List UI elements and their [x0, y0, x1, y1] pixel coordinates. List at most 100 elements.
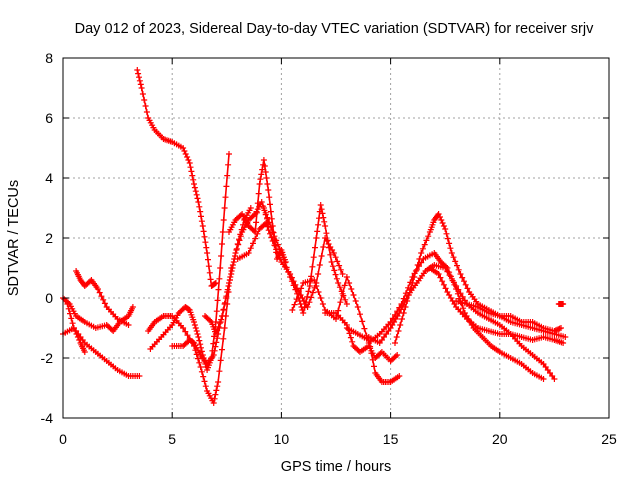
- series-sat-T: [453, 298, 569, 340]
- data-point: [394, 308, 401, 315]
- data-point: [194, 331, 201, 337]
- data-point: [134, 67, 141, 73]
- data-point: [260, 157, 267, 163]
- series-sat-F: [147, 151, 232, 373]
- data-point: [395, 328, 402, 334]
- data-point: [236, 237, 243, 244]
- data-point: [219, 313, 226, 319]
- data-point: [402, 304, 409, 310]
- data-point: [186, 160, 193, 166]
- data-point: [313, 235, 320, 241]
- data-point: [305, 288, 312, 295]
- data-point: [197, 364, 204, 370]
- data-point: [551, 376, 558, 382]
- data-point: [227, 274, 234, 280]
- data-point: [444, 235, 451, 242]
- x-tick-label: 15: [383, 431, 399, 447]
- data-point: [421, 241, 428, 248]
- data-point: [456, 295, 463, 302]
- data-point: [341, 282, 348, 289]
- data-point: [460, 305, 467, 312]
- data-point: [245, 250, 252, 256]
- data-point: [278, 250, 285, 256]
- data-point: [67, 310, 73, 317]
- data-point: [219, 229, 226, 235]
- data-point: [287, 274, 294, 280]
- data-point: [439, 220, 446, 226]
- data-point: [309, 289, 316, 296]
- data-point: [220, 335, 227, 342]
- data-point: [276, 245, 283, 252]
- data-point: [247, 245, 254, 252]
- data-point: [387, 319, 394, 325]
- data-point: [261, 163, 268, 169]
- x-tick-label: 25: [601, 431, 617, 447]
- data-point: [443, 263, 450, 270]
- data-point: [196, 203, 203, 210]
- data-point: [253, 209, 260, 216]
- data-point: [200, 373, 207, 380]
- data-point: [195, 355, 201, 362]
- data-point: [193, 328, 200, 334]
- data-point: [419, 245, 426, 252]
- data-point: [192, 188, 199, 195]
- data-point: [217, 357, 224, 364]
- data-point: [181, 148, 188, 154]
- data-point: [425, 233, 432, 240]
- data-point: [443, 230, 450, 237]
- data-point: [271, 233, 278, 240]
- data-point: [361, 325, 368, 332]
- data-point: [288, 278, 295, 285]
- data-point: [201, 378, 208, 385]
- data-point: [352, 298, 359, 304]
- data-point: [318, 253, 325, 259]
- data-point: [191, 181, 197, 187]
- data-point: [343, 301, 350, 307]
- data-point: [254, 200, 261, 207]
- data-point: [141, 97, 148, 103]
- data-point: [81, 349, 88, 355]
- data-point: [215, 323, 222, 330]
- data-point: [343, 274, 350, 280]
- data-point: [274, 241, 281, 248]
- data-point: [201, 233, 208, 240]
- data-point: [346, 280, 353, 286]
- x-tick-label: 10: [274, 431, 290, 447]
- data-point: [399, 316, 405, 322]
- data-point: [254, 230, 261, 237]
- data-point: [447, 245, 454, 252]
- data-point: [237, 233, 244, 240]
- data-point: [265, 187, 272, 193]
- data-point: [136, 373, 143, 379]
- data-point: [65, 305, 72, 312]
- data-point: [558, 325, 564, 331]
- data-point: [197, 208, 204, 215]
- data-point: [214, 383, 221, 390]
- data-point: [263, 175, 270, 181]
- data-point: [389, 315, 396, 322]
- data-point: [64, 301, 71, 307]
- series-sat-C: [60, 295, 136, 334]
- data-point: [462, 281, 469, 288]
- data-point: [273, 237, 280, 244]
- data-point: [182, 328, 189, 335]
- y-tick-label: 6: [45, 110, 53, 126]
- x-axis-label: GPS time / hours: [281, 459, 391, 475]
- data-point: [448, 250, 455, 256]
- data-point: [440, 281, 447, 288]
- data-point: [409, 280, 416, 286]
- data-point: [267, 201, 273, 208]
- data-point: [229, 262, 236, 268]
- data-point: [252, 235, 259, 242]
- data-point: [205, 263, 212, 270]
- data-point: [180, 145, 187, 151]
- y-tick-label: -2: [41, 350, 54, 366]
- tick-layer: 0 5 10 15 20 25 -4 -2 0 2 4 6 8: [41, 50, 617, 447]
- data-point: [315, 221, 322, 228]
- data-point: [331, 267, 338, 274]
- data-point: [258, 171, 265, 178]
- data-point: [453, 286, 460, 292]
- series-sat-O: [343, 325, 403, 385]
- data-point: [369, 356, 376, 363]
- data-point: [447, 273, 454, 280]
